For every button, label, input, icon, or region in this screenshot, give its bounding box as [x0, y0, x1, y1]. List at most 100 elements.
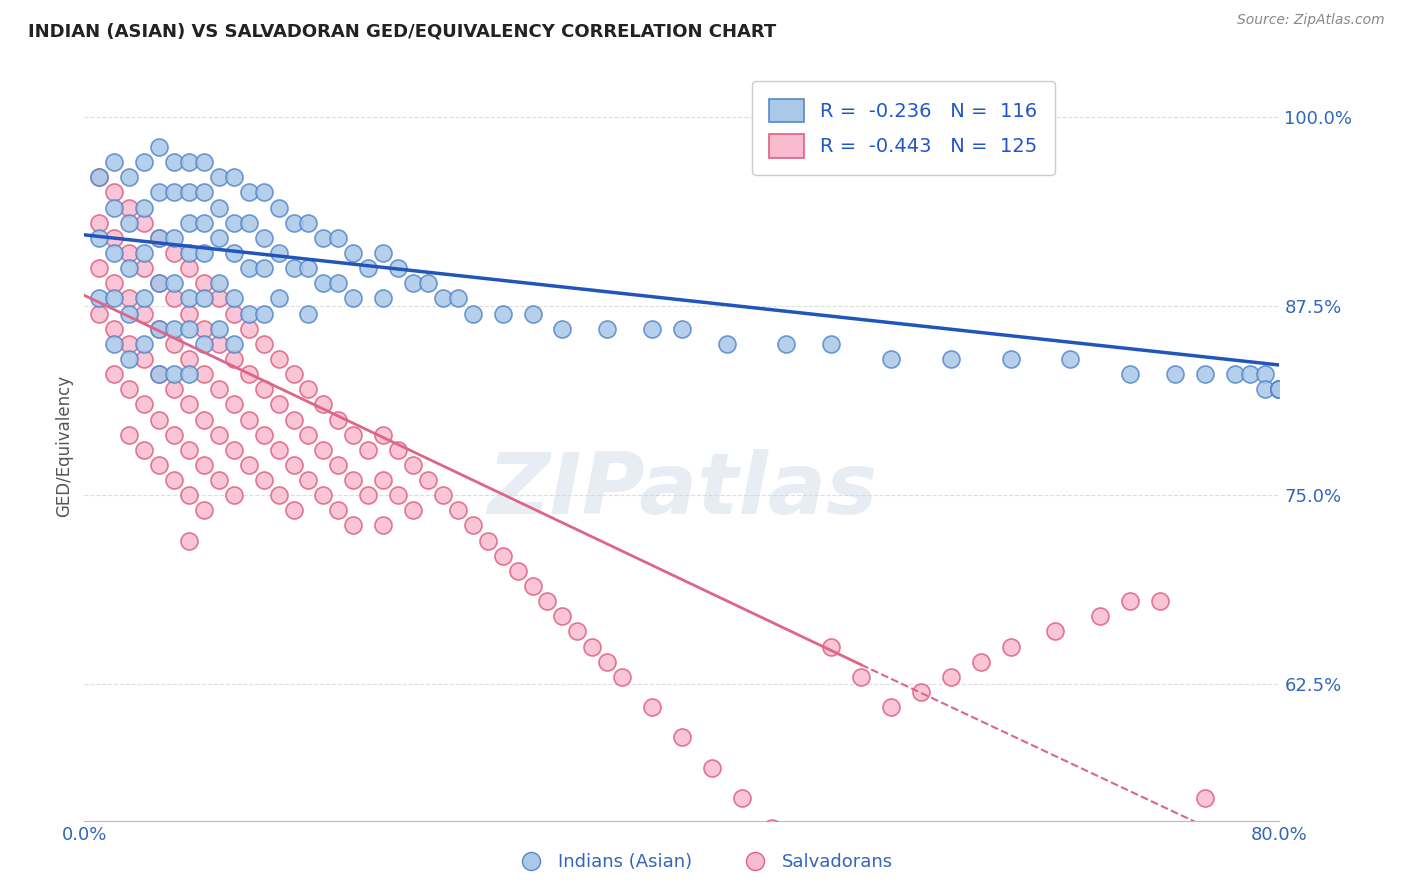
Point: [132, 261, 156, 276]
Point: [432, 488, 454, 502]
Point: [373, 292, 395, 306]
Point: [522, 579, 544, 593]
Point: [1119, 594, 1142, 608]
Point: [357, 442, 380, 457]
Point: [297, 382, 319, 396]
Point: [387, 261, 409, 276]
Point: [775, 336, 797, 351]
Point: [193, 186, 215, 200]
Point: [1000, 640, 1022, 654]
Point: [193, 412, 215, 426]
Point: [118, 292, 141, 306]
Point: [118, 382, 141, 396]
Point: [103, 201, 125, 215]
Point: [373, 246, 395, 260]
Point: [89, 307, 111, 321]
Point: [118, 336, 141, 351]
Point: [193, 336, 215, 351]
Point: [283, 458, 305, 472]
Point: [222, 216, 245, 230]
Point: [148, 367, 170, 381]
Point: [132, 201, 156, 215]
Point: [522, 307, 544, 321]
Point: [148, 367, 170, 381]
Point: [208, 201, 231, 215]
Point: [1253, 367, 1275, 381]
Point: [1268, 382, 1291, 396]
Point: [402, 503, 425, 517]
Point: [253, 473, 276, 487]
Point: [238, 307, 260, 321]
Point: [283, 367, 305, 381]
Point: [177, 442, 200, 457]
Point: [1268, 382, 1291, 396]
Point: [163, 336, 186, 351]
Point: [596, 655, 619, 669]
Point: [1268, 382, 1291, 396]
Point: [700, 761, 723, 775]
Point: [253, 427, 276, 442]
Point: [297, 427, 319, 442]
Point: [342, 473, 364, 487]
Point: [132, 336, 156, 351]
Text: INDIAN (ASIAN) VS SALVADORAN GED/EQUIVALENCY CORRELATION CHART: INDIAN (ASIAN) VS SALVADORAN GED/EQUIVAL…: [28, 22, 776, 40]
Point: [671, 321, 693, 335]
Point: [163, 277, 186, 291]
Point: [536, 594, 558, 608]
Point: [208, 336, 231, 351]
Point: [387, 488, 409, 502]
Point: [222, 307, 245, 321]
Point: [118, 170, 141, 185]
Point: [612, 670, 634, 684]
Point: [581, 640, 603, 654]
Point: [148, 321, 170, 335]
Point: [253, 186, 276, 200]
Point: [477, 533, 499, 548]
Point: [551, 321, 574, 335]
Point: [267, 246, 290, 260]
Point: [312, 231, 335, 245]
Point: [193, 216, 215, 230]
Point: [89, 170, 111, 185]
Point: [387, 442, 409, 457]
Point: [492, 307, 515, 321]
Point: [132, 216, 156, 230]
Point: [163, 231, 186, 245]
Point: [880, 351, 903, 366]
Point: [312, 397, 335, 411]
Point: [342, 427, 364, 442]
Point: [328, 277, 350, 291]
Point: [148, 321, 170, 335]
Point: [177, 216, 200, 230]
Point: [267, 292, 290, 306]
Point: [1253, 382, 1275, 396]
Legend: R =  -0.236   N =  116, R =  -0.443   N =  125: R = -0.236 N = 116, R = -0.443 N = 125: [752, 81, 1054, 175]
Point: [118, 201, 141, 215]
Point: [671, 731, 693, 745]
Point: [641, 321, 664, 335]
Point: [103, 246, 125, 260]
Point: [373, 473, 395, 487]
Point: [177, 397, 200, 411]
Point: [402, 458, 425, 472]
Point: [163, 427, 186, 442]
Point: [118, 246, 141, 260]
Point: [238, 321, 260, 335]
Point: [118, 427, 141, 442]
Point: [132, 155, 156, 169]
Point: [253, 307, 276, 321]
Point: [208, 427, 231, 442]
Point: [297, 473, 319, 487]
Point: [208, 473, 231, 487]
Point: [790, 851, 813, 865]
Point: [461, 307, 484, 321]
Point: [1268, 382, 1291, 396]
Point: [89, 170, 111, 185]
Point: [939, 670, 962, 684]
Point: [267, 351, 290, 366]
Point: [432, 292, 454, 306]
Point: [402, 277, 425, 291]
Point: [328, 458, 350, 472]
Point: [222, 351, 245, 366]
Point: [89, 261, 111, 276]
